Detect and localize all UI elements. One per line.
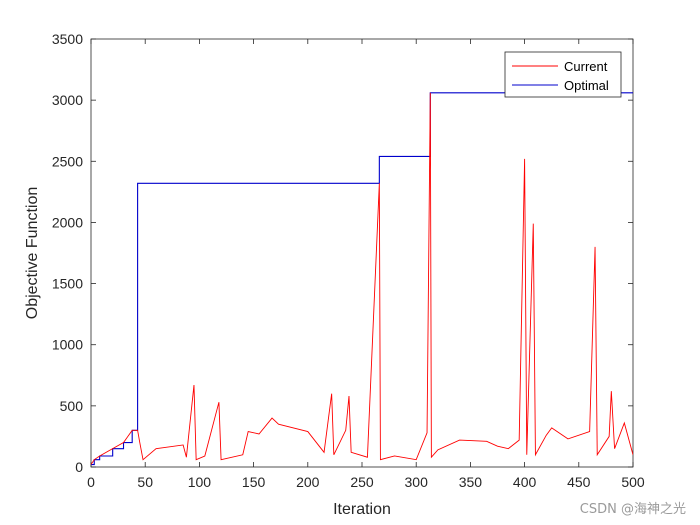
x-tick-label: 450 <box>567 474 591 490</box>
y-tick-label: 1500 <box>52 276 83 292</box>
x-tick-label: 500 <box>621 474 645 490</box>
x-tick-label: 300 <box>405 474 429 490</box>
series-line-current <box>91 92 633 465</box>
legend-label-current: Current <box>564 59 608 74</box>
x-tick-label: 350 <box>459 474 483 490</box>
plot-area <box>90 38 634 468</box>
x-tick-label: 400 <box>513 474 537 490</box>
legend-box <box>504 51 622 98</box>
x-tick-label: 100 <box>188 474 212 490</box>
y-tick-label: 1000 <box>52 337 83 353</box>
y-axis-ticks: 0 500 1000 1500 2000 2500 3000 3500 <box>52 31 633 475</box>
x-tick-label: 0 <box>87 474 95 490</box>
y-tick-label: 0 <box>75 459 83 475</box>
x-axis-ticks: 0 50 100 150 200 250 300 350 400 450 500 <box>87 39 645 490</box>
y-tick-label: 500 <box>60 398 84 414</box>
legend-label-optimal: Optimal <box>564 78 609 93</box>
watermark: CSDN @海神之光 <box>579 502 686 517</box>
series-line-optimal <box>91 92 633 466</box>
x-axis-label: Iteration <box>333 501 391 518</box>
legend: Current Optimal <box>504 51 622 98</box>
x-tick-label: 200 <box>296 474 320 490</box>
x-tick-label: 250 <box>350 474 374 490</box>
y-tick-label: 2000 <box>52 214 83 230</box>
y-tick-label: 3500 <box>52 31 83 47</box>
y-axis-label: Objective Function <box>24 187 41 320</box>
y-tick-label: 2500 <box>52 153 83 169</box>
x-tick-label: 50 <box>137 474 153 490</box>
y-tick-label: 3000 <box>52 92 83 108</box>
x-tick-label: 150 <box>242 474 266 490</box>
